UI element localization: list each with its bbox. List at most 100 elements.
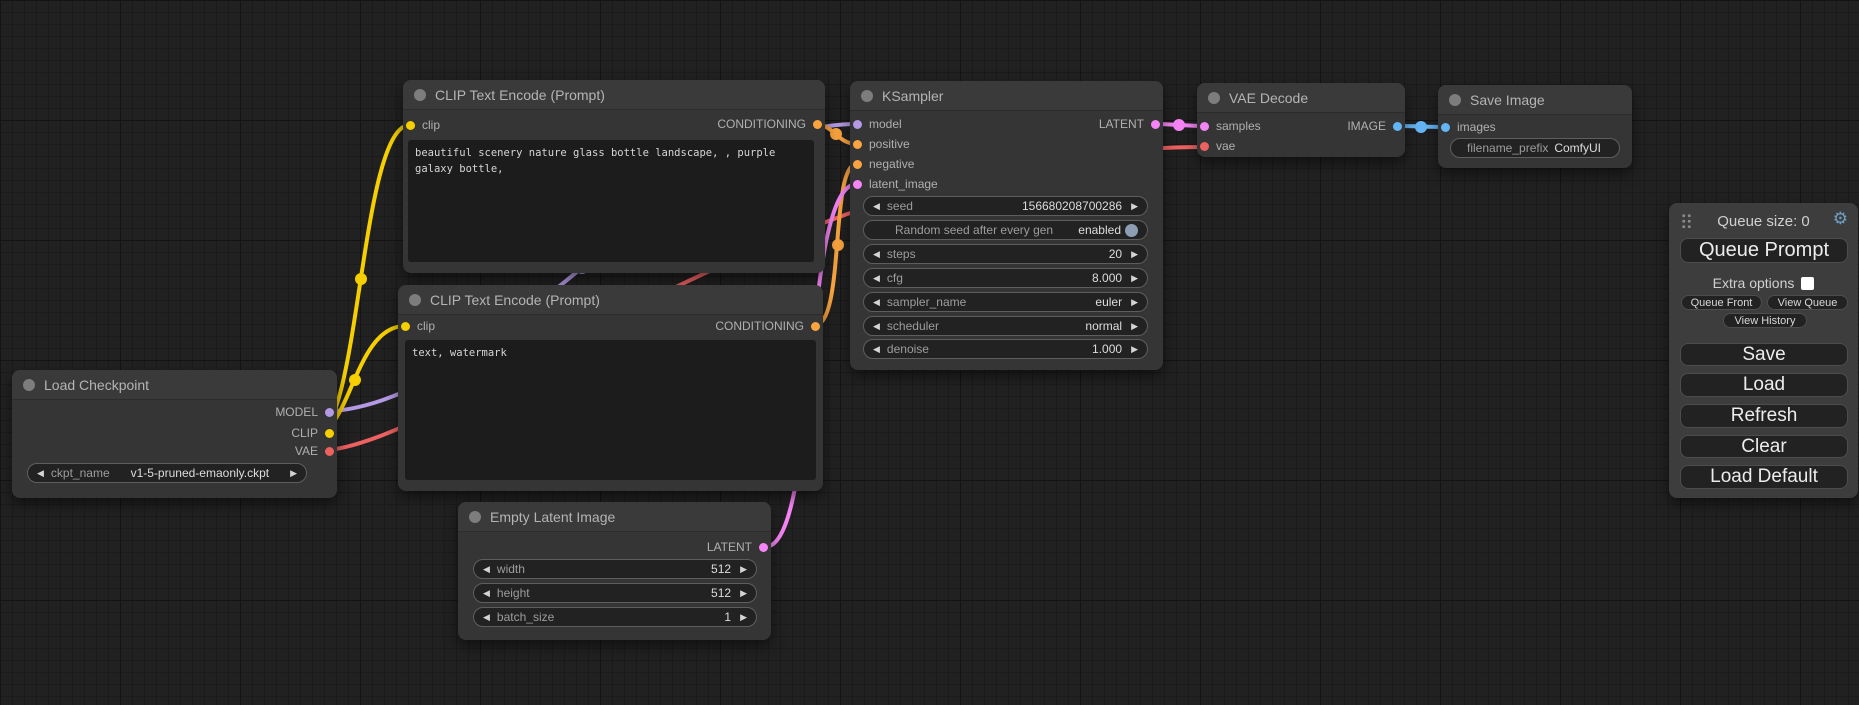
- widget-arrow-left-icon[interactable]: ◀: [873, 343, 880, 354]
- input-port-positive[interactable]: positive: [853, 137, 910, 151]
- node-save-image[interactable]: Save Image images filename_prefix ComfyU…: [1438, 85, 1632, 168]
- scheduler-widget[interactable]: ◀ scheduler normal ▶: [863, 316, 1148, 336]
- sampler-name-widget[interactable]: ◀ sampler_name euler ▶: [863, 292, 1148, 312]
- widget-value[interactable]: v1-5-pruned-emaonly.ckpt: [130, 466, 270, 480]
- widget-value[interactable]: 512: [711, 586, 732, 600]
- ckpt-name-widget[interactable]: ◀ ckpt_name v1-5-pruned-emaonly.ckpt ▶: [27, 463, 307, 483]
- widget-value[interactable]: enabled: [1078, 223, 1121, 237]
- input-port-vae[interactable]: vae: [1200, 139, 1235, 153]
- refresh-button[interactable]: Refresh: [1680, 404, 1848, 428]
- node-load-checkpoint[interactable]: Load Checkpoint MODEL CLIP VAE ◀ ckpt_na…: [12, 370, 337, 498]
- widget-arrow-left-icon[interactable]: ◀: [873, 200, 880, 211]
- node-ksampler[interactable]: KSampler model positive negative latent_…: [850, 81, 1163, 370]
- seed-widget[interactable]: ◀ seed 156680208700286 ▶: [863, 196, 1148, 216]
- view-history-button[interactable]: View History: [1723, 313, 1807, 328]
- node-title-bar[interactable]: VAE Decode: [1197, 83, 1405, 113]
- input-port-images[interactable]: images: [1441, 120, 1496, 134]
- widget-value[interactable]: euler: [1095, 295, 1123, 309]
- widget-value[interactable]: 156680208700286: [1021, 199, 1123, 213]
- widget-arrow-right-icon[interactable]: ▶: [1131, 343, 1138, 354]
- widget-value[interactable]: ComfyUI: [1554, 141, 1601, 155]
- denoise-widget[interactable]: ◀ denoise 1.000 ▶: [863, 339, 1148, 359]
- node-title-bar[interactable]: Empty Latent Image: [458, 502, 771, 532]
- load-default-button[interactable]: Load Default: [1680, 465, 1848, 489]
- collapse-dot-icon[interactable]: [23, 378, 35, 391]
- steps-widget[interactable]: ◀ steps 20 ▶: [863, 244, 1148, 264]
- port-dot-vae[interactable]: [1200, 141, 1209, 151]
- widget-value[interactable]: 512: [711, 562, 732, 576]
- widget-arrow-left-icon[interactable]: ◀: [37, 467, 44, 478]
- height-widget[interactable]: ◀ height 512 ▶: [473, 583, 757, 603]
- clear-button[interactable]: Clear: [1680, 435, 1848, 458]
- collapse-dot-icon[interactable]: [1208, 91, 1220, 104]
- widget-arrow-right-icon[interactable]: ▶: [1131, 248, 1138, 259]
- port-dot-conditioning[interactable]: [813, 119, 822, 129]
- node-title-bar[interactable]: Save Image: [1438, 85, 1632, 115]
- collapse-dot-icon[interactable]: [469, 510, 481, 523]
- widget-arrow-right-icon[interactable]: ▶: [290, 467, 297, 478]
- input-port-clip[interactable]: clip: [406, 118, 440, 132]
- input-port-samples[interactable]: samples: [1200, 119, 1261, 133]
- port-dot-clip[interactable]: [325, 428, 334, 438]
- widget-arrow-right-icon[interactable]: ▶: [1131, 200, 1138, 211]
- widget-arrow-left-icon[interactable]: ◀: [873, 272, 880, 283]
- queue-prompt-button[interactable]: Queue Prompt: [1680, 238, 1848, 263]
- output-port-clip[interactable]: CLIP: [291, 426, 334, 440]
- input-port-clip[interactable]: clip: [401, 319, 435, 333]
- batch-size-widget[interactable]: ◀ batch_size 1 ▶: [473, 607, 757, 627]
- output-port-latent[interactable]: LATENT: [707, 540, 768, 554]
- extra-options-checkbox[interactable]: [1801, 276, 1815, 290]
- widget-arrow-right-icon[interactable]: ▶: [740, 611, 747, 622]
- node-empty-latent-image[interactable]: Empty Latent Image LATENT ◀ width 512 ▶ …: [458, 502, 771, 640]
- filename-prefix-widget[interactable]: filename_prefix ComfyUI: [1450, 138, 1620, 158]
- port-dot-model[interactable]: [853, 119, 862, 129]
- collapse-dot-icon[interactable]: [414, 88, 426, 101]
- node-title-bar[interactable]: Load Checkpoint: [12, 370, 337, 400]
- widget-arrow-right-icon[interactable]: ▶: [1131, 272, 1138, 283]
- width-widget[interactable]: ◀ width 512 ▶: [473, 559, 757, 579]
- queue-front-button[interactable]: Queue Front: [1681, 295, 1762, 310]
- widget-arrow-left-icon[interactable]: ◀: [483, 587, 490, 598]
- port-dot-conditioning[interactable]: [853, 159, 862, 169]
- collapse-dot-icon[interactable]: [861, 89, 873, 102]
- widget-value[interactable]: 20: [1108, 247, 1123, 261]
- gear-icon[interactable]: ⚙: [1832, 209, 1848, 228]
- port-dot-latent[interactable]: [759, 542, 768, 552]
- output-port-vae[interactable]: VAE: [295, 444, 334, 458]
- widget-arrow-right-icon[interactable]: ▶: [740, 563, 747, 574]
- output-port-latent[interactable]: LATENT: [1099, 117, 1160, 131]
- node-title-bar[interactable]: CLIP Text Encode (Prompt): [398, 285, 823, 315]
- output-port-image[interactable]: IMAGE: [1347, 119, 1402, 133]
- widget-value[interactable]: 8.000: [1092, 271, 1123, 285]
- save-button[interactable]: Save: [1680, 343, 1848, 366]
- output-port-conditioning[interactable]: CONDITIONING: [715, 319, 820, 333]
- widget-arrow-left-icon[interactable]: ◀: [873, 296, 880, 307]
- collapse-dot-icon[interactable]: [409, 293, 421, 306]
- input-port-negative[interactable]: negative: [853, 157, 914, 171]
- widget-arrow-left-icon[interactable]: ◀: [873, 248, 880, 259]
- widget-arrow-left-icon[interactable]: ◀: [483, 563, 490, 574]
- widget-value[interactable]: 1.000: [1092, 342, 1123, 356]
- toggle-knob-icon[interactable]: [1125, 223, 1138, 237]
- port-dot-latent[interactable]: [1151, 119, 1160, 129]
- port-dot-latent[interactable]: [853, 179, 862, 189]
- node-clip-text-encode-negative[interactable]: CLIP Text Encode (Prompt) clip CONDITION…: [398, 285, 823, 491]
- widget-value[interactable]: 1: [724, 610, 732, 624]
- port-dot-latent[interactable]: [1200, 121, 1209, 131]
- port-dot-image[interactable]: [1393, 121, 1402, 131]
- port-dot-conditioning[interactable]: [853, 139, 862, 149]
- node-vae-decode[interactable]: VAE Decode samples vae IMAGE: [1197, 83, 1405, 157]
- prompt-textarea[interactable]: text, watermark: [405, 340, 816, 480]
- node-title-bar[interactable]: KSampler: [850, 81, 1163, 111]
- widget-arrow-left-icon[interactable]: ◀: [873, 320, 880, 331]
- port-dot-vae[interactable]: [325, 446, 334, 456]
- node-title-bar[interactable]: CLIP Text Encode (Prompt): [403, 80, 825, 110]
- input-port-latent-image[interactable]: latent_image: [853, 177, 938, 191]
- prompt-textarea[interactable]: beautiful scenery nature glass bottle la…: [408, 140, 814, 262]
- widget-arrow-right-icon[interactable]: ▶: [1131, 320, 1138, 331]
- output-port-model[interactable]: MODEL: [275, 405, 334, 419]
- port-dot-image[interactable]: [1441, 122, 1450, 132]
- port-dot-clip[interactable]: [406, 120, 415, 130]
- collapse-dot-icon[interactable]: [1449, 93, 1461, 106]
